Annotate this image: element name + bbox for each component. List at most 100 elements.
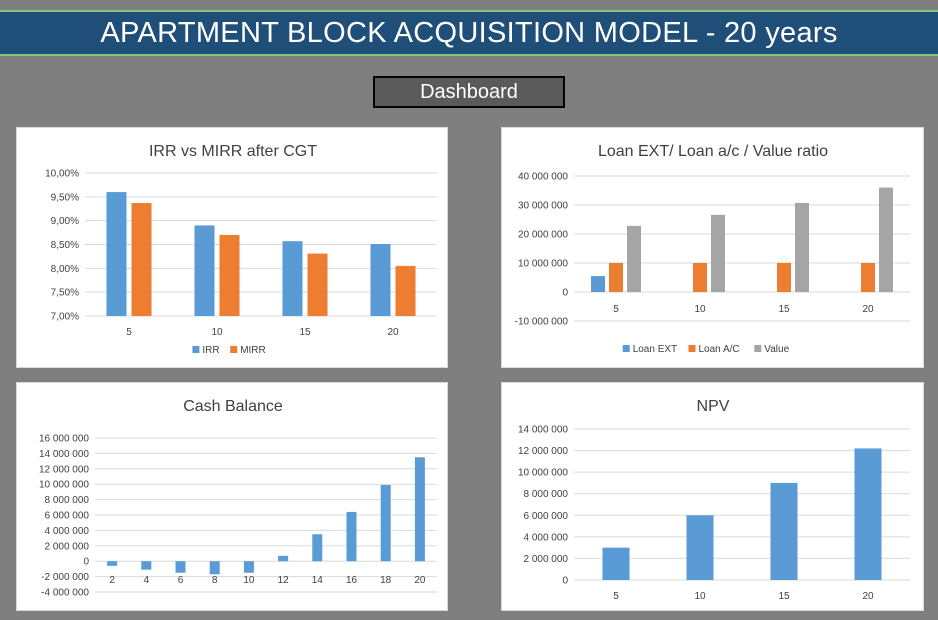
dashboard-button[interactable]: Dashboard <box>373 76 565 108</box>
legend-label: Value <box>764 344 789 355</box>
y-tick-label: -10 000 000 <box>515 317 569 328</box>
bar-mirr <box>131 203 152 316</box>
bar-mirr <box>307 253 328 316</box>
loan-ratio-chart: Loan EXT/ Loan a/c / Value ratio -10 000 … <box>515 143 910 355</box>
cash-chart-panel: Cash Balance -4 000 000 -2 000 000 0 2 000 0… <box>16 382 448 611</box>
legend-swatch <box>688 345 696 352</box>
legend-swatch <box>192 346 200 353</box>
y-tick-label: -2 000 000 <box>41 572 89 583</box>
cash-balance-chart: Cash Balance -4 000 000 -2 000 000 0 2 000 0… <box>39 398 437 599</box>
x-tick-label: 10 <box>211 327 223 338</box>
page-title: APARTMENT BLOCK ACQUISITION MODEL - 20 y… <box>0 10 938 56</box>
x-tick-label: 16 <box>346 575 358 586</box>
y-tick-label: 0 <box>562 576 568 587</box>
irr-chart: IRR vs MIRR after CGT 7,00% 7,50% 8,00% 8,50… <box>45 143 437 356</box>
y-tick-label: 9,00% <box>51 216 79 227</box>
bar-cash-balance <box>346 511 357 562</box>
npv-chart-panel: NPV 0 2 000 000 4 000 000 6 000 000 8 000 000… <box>501 382 924 611</box>
irr-chart-panel: IRR vs MIRR after CGT 7,00% 7,50% 8,00% 8,50… <box>16 127 448 368</box>
y-tick-label: 16 000 000 <box>39 434 89 445</box>
x-tick-label: 18 <box>380 575 392 586</box>
y-tick-label: 7,50% <box>51 288 79 299</box>
bar-mirr <box>395 265 416 316</box>
y-tick-label: 8,50% <box>51 240 79 251</box>
legend-label: MIRR <box>240 345 266 356</box>
bar-cash-balance <box>175 561 186 573</box>
bar-loan-a-c <box>861 263 875 292</box>
x-tick-label: 15 <box>778 591 790 602</box>
y-tick-label: 10 000 000 <box>518 259 568 270</box>
legend-swatch <box>622 345 630 352</box>
bar-mirr <box>219 234 240 316</box>
x-tick-label: 15 <box>299 327 311 338</box>
legend-swatch <box>230 346 238 353</box>
legend-label: Loan EXT <box>633 344 677 355</box>
y-tick-label: 9,50% <box>51 192 79 203</box>
x-tick-label: 2 <box>109 575 115 586</box>
x-tick-label: 10 <box>694 591 706 602</box>
y-tick-label: 0 <box>83 557 89 568</box>
bar-cash-balance <box>243 561 254 573</box>
y-tick-label: -4 000 000 <box>41 588 89 599</box>
bar-cash-balance <box>278 555 289 562</box>
y-tick-label: 40 000 000 <box>518 172 568 183</box>
legend-swatch <box>754 345 762 352</box>
bar-cash-balance <box>141 561 152 570</box>
x-tick-label: 5 <box>613 304 619 315</box>
y-tick-label: 4 000 000 <box>45 526 90 537</box>
y-tick-label: 8,00% <box>51 264 79 275</box>
y-tick-label: 10 000 000 <box>39 480 89 491</box>
bar-cash-balance <box>312 534 323 562</box>
y-tick-label: 0 <box>562 288 568 299</box>
x-tick-label: 8 <box>212 575 218 586</box>
y-tick-label: 7,00% <box>51 312 79 323</box>
bar-loan-a-c <box>777 263 791 292</box>
x-tick-label: 20 <box>862 591 874 602</box>
y-tick-label: 8 000 000 <box>524 489 569 500</box>
x-tick-label: 14 <box>312 575 324 586</box>
x-tick-label: 5 <box>126 327 132 338</box>
bar-npv <box>854 448 882 580</box>
y-tick-label: 8 000 000 <box>45 495 90 506</box>
bar-loan-a-c <box>609 263 623 292</box>
y-tick-label: 4 000 000 <box>524 532 569 543</box>
x-tick-label: 10 <box>694 304 706 315</box>
x-tick-label: 6 <box>178 575 184 586</box>
x-tick-label: 10 <box>243 575 255 586</box>
chart-title: Cash Balance <box>183 398 283 415</box>
y-tick-label: 12 000 000 <box>518 446 568 457</box>
chart-title: NPV <box>697 398 730 415</box>
y-tick-label: 2 000 000 <box>524 554 569 565</box>
bar-value <box>711 214 725 292</box>
y-tick-label: 12 000 000 <box>39 464 89 475</box>
bar-value <box>627 225 641 292</box>
x-tick-label: 5 <box>613 591 619 602</box>
bar-loan-ext <box>591 276 605 292</box>
y-tick-label: 20 000 000 <box>518 230 568 241</box>
bar-value <box>795 202 809 292</box>
npv-chart: NPV 0 2 000 000 4 000 000 6 000 000 8 000 000… <box>518 398 910 602</box>
x-tick-label: 12 <box>278 575 290 586</box>
y-tick-label: 14 000 000 <box>39 449 89 460</box>
y-tick-label: 6 000 000 <box>524 511 569 522</box>
bar-irr <box>106 192 127 316</box>
bar-loan-a-c <box>693 263 707 292</box>
x-tick-label: 20 <box>414 575 426 586</box>
chart-title: Loan EXT/ Loan a/c / Value ratio <box>598 143 828 160</box>
y-tick-label: 10,00% <box>45 169 79 180</box>
y-tick-label: 10 000 000 <box>518 468 568 479</box>
bar-cash-balance <box>380 484 391 562</box>
bar-value <box>879 187 893 292</box>
bar-cash-balance <box>107 561 118 566</box>
bar-irr <box>282 241 303 316</box>
y-tick-label: 30 000 000 <box>518 201 568 212</box>
bar-npv <box>770 482 798 580</box>
x-tick-label: 20 <box>862 304 874 315</box>
bar-irr <box>370 244 391 316</box>
bar-npv <box>686 515 714 580</box>
loan-chart-panel: Loan EXT/ Loan a/c / Value ratio -10 000 … <box>501 127 924 368</box>
y-tick-label: 6 000 000 <box>45 511 90 522</box>
chart-title: IRR vs MIRR after CGT <box>149 143 317 160</box>
y-tick-label: 14 000 000 <box>518 425 568 436</box>
y-tick-label: 2 000 000 <box>45 541 90 552</box>
